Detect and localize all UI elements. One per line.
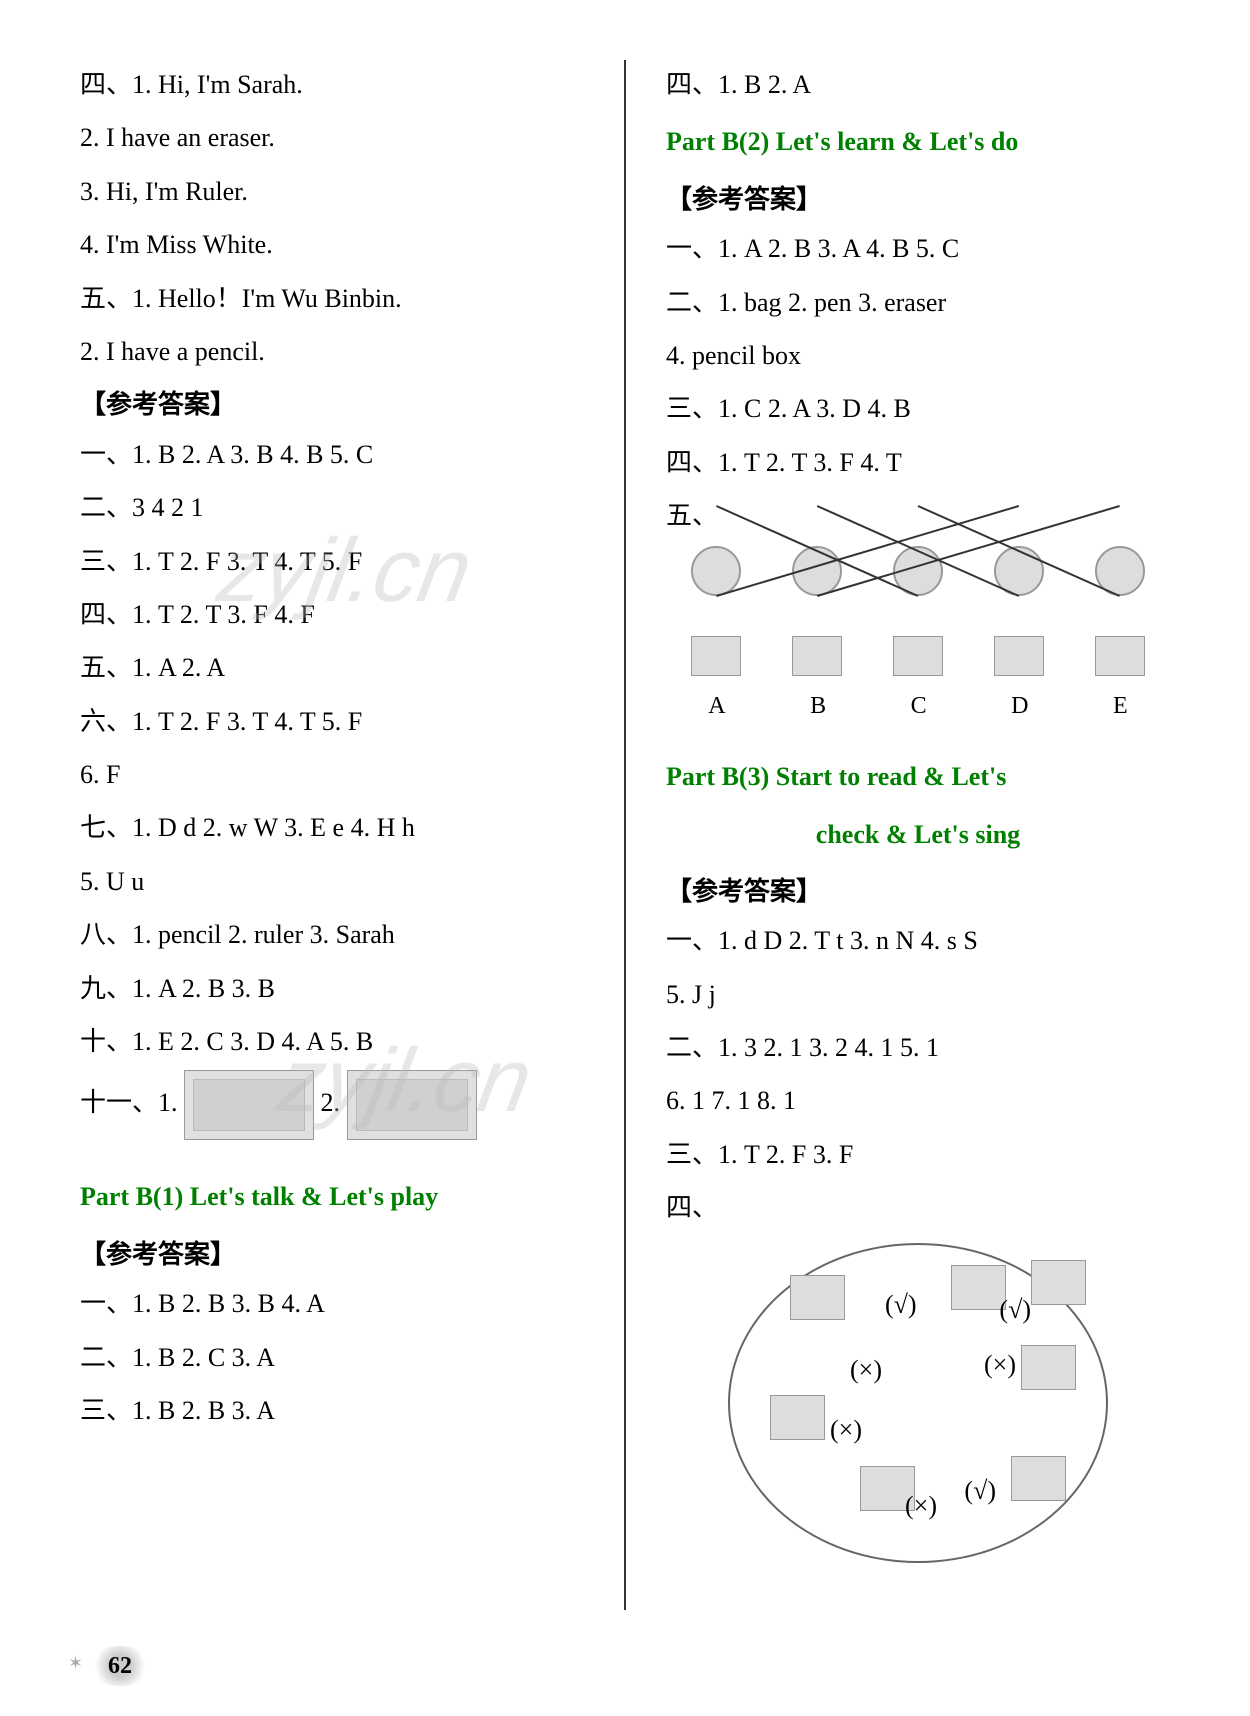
circle-diagram: (√) (√) (×) (×) (×) (×) (√ xyxy=(728,1243,1108,1563)
answer-line: 一、1. B 2. A 3. B 4. B 5. C xyxy=(80,430,584,479)
text-line: 四、1. Hi, I'm Sarah. xyxy=(80,60,584,109)
answer-line: 6. 1 7. 1 8. 1 xyxy=(666,1076,1170,1125)
item-icon xyxy=(893,636,943,676)
section-header: 【参考答案】 xyxy=(666,175,1170,224)
matching-exercise: 五、 xyxy=(666,491,1170,744)
pencilbox-icon xyxy=(184,1070,314,1140)
text-line: 五、1. Hello！I'm Wu Binbin. xyxy=(80,274,584,323)
column-divider xyxy=(624,60,626,1610)
answer-line: 六、1. T 2. F 3. T 4. T 5. F xyxy=(80,697,584,746)
answer-line: 一、1. A 2. B 3. A 4. B 5. C xyxy=(666,224,1170,273)
left-column: 四、1. Hi, I'm Sarah. 2. I have an eraser.… xyxy=(80,60,584,1610)
text-line: 3. Hi, I'm Ruler. xyxy=(80,167,584,216)
answer-line: 七、1. D d 2. w W 3. E e 4. H h xyxy=(80,803,584,852)
object-icon xyxy=(770,1395,825,1440)
answer-line: 4. pencil box xyxy=(666,331,1170,380)
part-header: Part B(2) Let's learn & Let's do xyxy=(666,117,1170,166)
answer-line: 五、1. A 2. A xyxy=(80,643,584,692)
answer-line: 八、1. pencil 2. ruler 3. Sarah xyxy=(80,910,584,959)
object-icon xyxy=(1021,1345,1076,1390)
circle-mark: (×) xyxy=(850,1355,882,1385)
star-icon: ✶ xyxy=(68,1653,83,1674)
answer-line: 二、1. 3 2. 1 3. 2 4. 1 5. 1 xyxy=(666,1023,1170,1072)
text-line: 4. I'm Miss White. xyxy=(80,220,584,269)
text-line: 2. I have an eraser. xyxy=(80,113,584,162)
object-icon xyxy=(1031,1260,1086,1305)
part-header-line2: check & Let's sing xyxy=(666,810,1170,859)
pencilbox-icon xyxy=(347,1070,477,1140)
answer-line: 四、1. T 2. T 3. F 4. T xyxy=(666,438,1170,487)
section-header: 【参考答案】 xyxy=(666,867,1170,916)
answer-line-with-images: 十一、1. 2. xyxy=(80,1070,584,1140)
section-header: 【参考答案】 xyxy=(80,380,584,429)
circle-mark: (√) xyxy=(885,1290,917,1320)
answer-line: 二、1. bag 2. pen 3. eraser xyxy=(666,278,1170,327)
object-icon xyxy=(790,1275,845,1320)
answer-line: 5. U u xyxy=(80,857,584,906)
circle-item xyxy=(1021,1345,1076,1390)
answer-line: 一、1. B 2. B 3. B 4. A xyxy=(80,1279,584,1328)
answer-line: 四、1. B 2. A xyxy=(666,60,1170,109)
match-diagram: A B C D E xyxy=(666,541,1170,745)
section-header: 【参考答案】 xyxy=(80,1230,584,1279)
item-icon xyxy=(691,636,741,676)
answer-line: 二、1. B 2. C 3. A xyxy=(80,1333,584,1382)
page-number: 62 xyxy=(90,1646,150,1686)
match-label: B xyxy=(810,684,826,730)
item-icon xyxy=(994,636,1044,676)
text-line: 2. I have a pencil. xyxy=(80,327,584,376)
circle-item xyxy=(1011,1456,1066,1501)
match-label: E xyxy=(1113,684,1128,730)
answer-line: 十、1. E 2. C 3. D 4. A 5. B xyxy=(80,1017,584,1066)
circle-item xyxy=(1031,1260,1086,1305)
answer-line: 二、3 4 2 1 xyxy=(80,483,584,532)
object-icon xyxy=(1011,1456,1066,1501)
object-icon xyxy=(951,1265,1006,1310)
part-header: Part B(3) Start to read & Let's xyxy=(666,752,1170,801)
answer-line: 一、1. d D 2. T t 3. n N 4. s S xyxy=(666,916,1170,965)
right-column: 四、1. B 2. A Part B(2) Let's learn & Let'… xyxy=(666,60,1170,1610)
answer-line: 6. F xyxy=(80,750,584,799)
circle-mark: (×) xyxy=(984,1350,1016,1380)
answer-line: 三、1. B 2. B 3. A xyxy=(80,1386,584,1435)
answer-line: 5. J j xyxy=(666,970,1170,1019)
circle-exercise: 四、 xyxy=(666,1183,1170,1232)
answer-line: 四、1. T 2. T 3. F 4. F xyxy=(80,590,584,639)
answer-prefix: 十一、1. xyxy=(80,1088,178,1117)
answer-prefix: 四、 xyxy=(666,1193,718,1222)
match-lines-svg xyxy=(666,501,1170,601)
item-icon xyxy=(792,636,842,676)
answer-line: 三、1. T 2. F 3. T 4. T 5. F xyxy=(80,537,584,586)
item-icon xyxy=(1095,636,1145,676)
circle-mark: (√) xyxy=(999,1295,1031,1325)
circle-mark: (×) xyxy=(905,1491,937,1521)
match-label: D xyxy=(1011,684,1028,730)
circle-item xyxy=(770,1395,825,1440)
circle-item xyxy=(790,1275,845,1320)
answer-line: 三、1. C 2. A 3. D 4. B xyxy=(666,384,1170,433)
answer-mid: 2. xyxy=(321,1088,341,1117)
circle-mark: (√) xyxy=(964,1476,996,1506)
circle-mark: (×) xyxy=(830,1415,862,1445)
circle-item xyxy=(951,1265,1006,1310)
match-label: C xyxy=(911,684,927,730)
match-label: A xyxy=(708,684,725,730)
answer-line: 九、1. A 2. B 3. B xyxy=(80,964,584,1013)
part-header: Part B(1) Let's talk & Let's play xyxy=(80,1172,584,1221)
answer-line: 三、1. T 2. F 3. F xyxy=(666,1130,1170,1179)
